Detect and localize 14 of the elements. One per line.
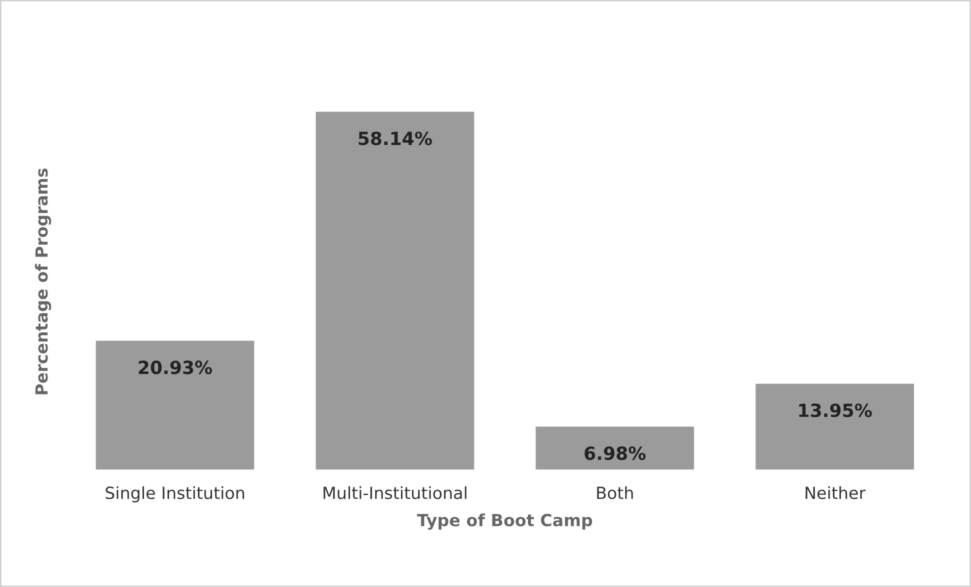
data-label: 6.98% [584, 446, 646, 460]
bar [536, 426, 694, 470]
x-tick-label: Both [597, 486, 633, 500]
y-axis-title: Percentage of Programs [34, 168, 52, 394]
x-axis-title: Type of Boot Camp [417, 514, 592, 530]
bar [756, 384, 914, 470]
bar [96, 340, 254, 470]
bar [316, 112, 474, 470]
data-label: 13.95% [799, 404, 872, 418]
data-label: 58.14% [358, 132, 432, 146]
x-tick-label: Single Institution [106, 486, 244, 502]
x-tick-label: Multi-Institutional [324, 486, 466, 500]
data-label: 20.93% [138, 360, 212, 374]
x-tick-label: Neither [806, 486, 866, 500]
